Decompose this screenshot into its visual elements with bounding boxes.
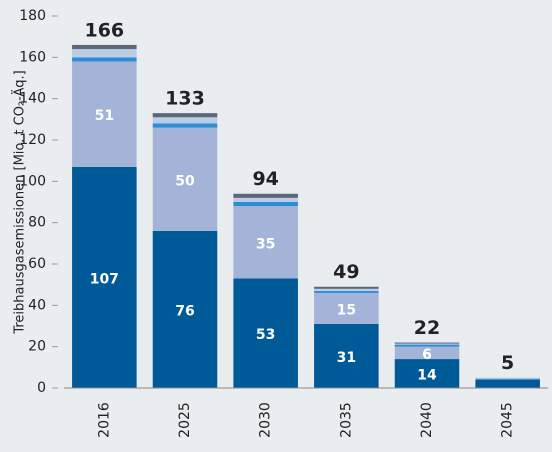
total-label: 22	[414, 317, 440, 339]
y-axis-title: Treibhausgasemissionen [Mio. t CO₂-Äq.]	[12, 70, 28, 334]
bar-segment	[394, 359, 460, 388]
bar-segment	[314, 288, 379, 291]
x-tick-label: 2025	[177, 402, 193, 438]
y-tick-label: 0	[37, 380, 46, 396]
value-label: 14	[417, 368, 437, 384]
bar-segment	[394, 346, 460, 360]
bar-segment	[72, 61, 137, 167]
bar-segment	[152, 230, 218, 388]
x-tick-label: 2045	[500, 402, 516, 438]
x-tick-label: 2035	[338, 402, 354, 438]
bar-segment	[72, 44, 137, 50]
y-tick-label: 100	[19, 173, 46, 189]
value-label: 31	[337, 350, 356, 366]
x-tick-label: 2030	[258, 402, 274, 438]
value-label: 76	[175, 303, 194, 319]
y-tick-label: 20	[28, 339, 46, 355]
bar-segment	[314, 292, 379, 324]
value-label: 53	[256, 327, 275, 343]
bar-segment	[152, 117, 218, 124]
bar-segment	[394, 344, 460, 347]
bar-segment	[233, 206, 298, 279]
bar-segment	[314, 323, 379, 388]
y-tick-label: 140	[19, 91, 46, 107]
x-tick-label: 2040	[419, 402, 435, 438]
bar-segment	[314, 286, 379, 289]
bar-segment	[475, 378, 540, 380]
bar-segment	[72, 49, 137, 58]
total-label: 94	[252, 168, 278, 190]
total-label: 133	[165, 88, 205, 110]
value-label: 107	[90, 271, 119, 287]
value-label: 50	[175, 173, 195, 189]
total-label: 5	[501, 352, 514, 374]
value-label: 6	[422, 347, 432, 363]
y-tick-label: 40	[28, 297, 46, 313]
total-label: 166	[84, 19, 124, 41]
total-label: 49	[333, 261, 359, 283]
bar-segment	[152, 113, 218, 118]
bar-segment	[475, 377, 540, 379]
y-tick-label: 120	[19, 132, 46, 148]
value-label: 15	[337, 302, 356, 318]
bar-segment	[72, 166, 137, 388]
value-label: 35	[256, 236, 275, 252]
bar-segment	[72, 57, 137, 62]
y-tick-label: 180	[19, 8, 46, 24]
bar-segment	[394, 342, 460, 344]
bar-segment	[233, 193, 298, 198]
y-tick-label: 60	[28, 256, 46, 272]
bar-segment	[152, 123, 218, 128]
bar-segment	[233, 278, 298, 388]
bar-segment	[394, 343, 460, 345]
bar-segment	[233, 202, 298, 207]
y-tick-label: 80	[28, 215, 46, 231]
bar-segment	[475, 379, 540, 388]
bar-segment	[152, 127, 218, 231]
x-tick-label: 2016	[96, 402, 112, 438]
bar-segment	[314, 290, 379, 293]
value-label: 51	[95, 108, 114, 124]
y-tick-label: 160	[19, 49, 46, 65]
bar-segment	[233, 197, 298, 202]
